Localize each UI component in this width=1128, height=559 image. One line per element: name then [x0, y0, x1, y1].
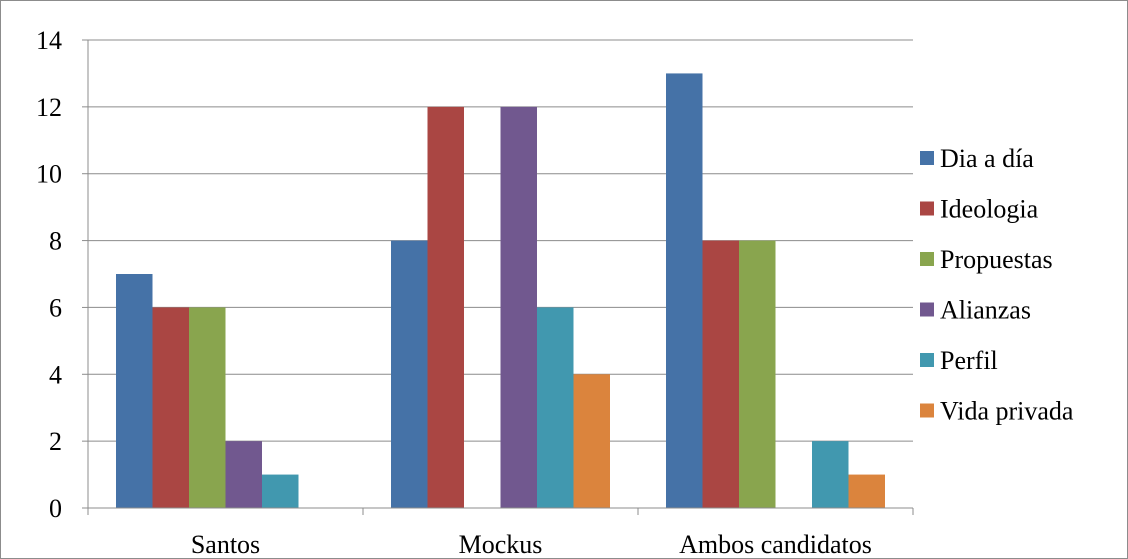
- bar-mockus-ideologia: [427, 106, 464, 508]
- legend-label: Vida privada: [940, 397, 1074, 426]
- legend-swatch: [920, 151, 934, 165]
- bars: [116, 73, 885, 509]
- legend-label: Perfil: [940, 346, 998, 375]
- legend-swatch: [920, 201, 934, 216]
- y-tick-labels: 0 2 4 6 8 10 12 14: [36, 26, 62, 523]
- legend-swatch: [920, 302, 934, 317]
- legend-label: Dia a día: [940, 144, 1034, 173]
- y-tick-label: 12: [36, 93, 62, 122]
- bar-ambos-candidatos-perfil: [812, 441, 849, 508]
- y-tick-label: 0: [49, 494, 62, 523]
- bar-ambos-candidatos-dia-a-día: [666, 73, 703, 508]
- axes: [82, 39, 914, 515]
- y-tick-label: 4: [49, 360, 62, 389]
- legend-label: Alianzas: [940, 296, 1031, 325]
- bar-mockus-alianzas: [500, 106, 537, 508]
- legend: Dia a día Ideologia Propuestas Alianzas Perf…: [920, 144, 1074, 426]
- legend-swatch: [920, 252, 934, 266]
- y-tick-label: 10: [36, 160, 62, 189]
- legend-swatch: [920, 403, 934, 418]
- bar-ambos-candidatos-ideologia: [702, 240, 739, 509]
- category-label: Ambos candidatos: [679, 530, 872, 559]
- bar-santos-dia-a-día: [116, 274, 153, 508]
- category-label: Mockus: [459, 530, 543, 559]
- bar-santos-propuestas: [189, 307, 226, 508]
- bar-ambos-candidatos-propuestas: [739, 240, 776, 509]
- y-tick-label: 14: [36, 26, 62, 55]
- legend-swatch: [920, 353, 934, 367]
- legend-label: Propuestas: [940, 245, 1053, 274]
- category-labels: Santos Mockus Ambos candidatos: [191, 530, 872, 559]
- y-tick-label: 8: [49, 227, 62, 256]
- bar-mockus-dia-a-día: [391, 240, 428, 509]
- bar-santos-perfil: [262, 474, 299, 508]
- bar-mockus-vida-privada: [573, 374, 610, 508]
- legend-label: Ideologia: [940, 195, 1039, 224]
- y-tick-label: 2: [49, 427, 62, 456]
- bar-santos-ideologia: [152, 307, 189, 508]
- bar-mockus-perfil: [537, 307, 574, 508]
- y-tick-label: 6: [49, 293, 62, 322]
- category-label: Santos: [191, 530, 260, 559]
- bar-santos-alianzas: [225, 441, 262, 508]
- bar-ambos-candidatos-vida-privada: [848, 474, 885, 508]
